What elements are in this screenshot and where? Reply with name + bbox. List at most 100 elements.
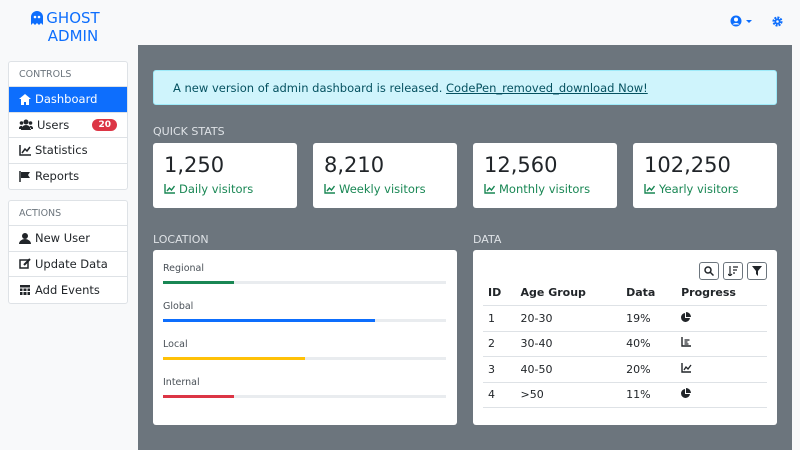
table-cell: 30-40 xyxy=(515,331,622,357)
table-row: 3 40-50 20% xyxy=(483,356,767,383)
menu-item[interactable]: Users 20 xyxy=(9,113,127,138)
table-cell: 11% xyxy=(621,382,677,408)
menu-item[interactable]: Dashboard xyxy=(9,87,127,113)
alert-link[interactable]: CodePen_removed_download Now! xyxy=(446,81,648,95)
section-title: DATA xyxy=(473,233,502,246)
actions-menu: ACTIONS New User Update Data Add Events xyxy=(8,200,128,304)
menu-item[interactable]: Reports xyxy=(9,164,127,190)
search-button[interactable] xyxy=(699,262,719,280)
column-header: ID xyxy=(483,280,516,306)
table-cell: 3 xyxy=(483,356,516,383)
progress-track xyxy=(163,319,446,322)
settings-icon[interactable] xyxy=(772,16,783,27)
table-cell: 20-30 xyxy=(515,305,622,332)
stat-card: 1,250 Daily visitors xyxy=(153,143,297,208)
top-bar: GHOST ADMIN xyxy=(0,0,800,45)
stat-value: 12,560 xyxy=(484,153,558,177)
table-cell: >50 xyxy=(515,382,622,408)
table-row: 2 30-40 40% xyxy=(483,331,767,357)
menu-label: Dashboard xyxy=(35,92,98,107)
alert-text: A new version of admin dashboard is rele… xyxy=(173,81,443,95)
filter-button[interactable] xyxy=(747,262,767,280)
menu-label: Reports xyxy=(35,169,80,184)
icon xyxy=(752,266,762,276)
progress-bar xyxy=(163,281,234,284)
location-card: Regional Global Local Internal xyxy=(153,250,457,425)
icon xyxy=(704,266,714,276)
table-row: 1 20-30 19% xyxy=(483,305,767,332)
menu-item[interactable]: Update Data xyxy=(9,252,127,277)
user-menu[interactable] xyxy=(730,15,754,28)
bar-label: Global xyxy=(163,301,194,312)
ghost-icon xyxy=(31,11,43,25)
stat-label-text: Daily visitors xyxy=(179,182,254,196)
icon xyxy=(164,184,175,194)
icon xyxy=(19,170,30,182)
column-header: Data xyxy=(621,280,677,306)
table-cell: 19% xyxy=(621,305,677,332)
column-header: Progress xyxy=(676,280,767,306)
progress-track xyxy=(163,281,446,284)
icon xyxy=(484,184,495,194)
icon xyxy=(20,285,30,296)
progress-track xyxy=(163,395,446,398)
stat-label: Daily visitors xyxy=(164,182,286,196)
progress-icon xyxy=(681,337,692,347)
stat-label: Yearly visitors xyxy=(644,182,766,196)
table-cell: 4 xyxy=(483,382,516,408)
logo[interactable]: GHOST ADMIN xyxy=(46,9,100,45)
stat-value: 8,210 xyxy=(324,153,385,177)
stat-card: 102,250 Yearly visitors xyxy=(633,143,777,208)
menu-item[interactable]: New User xyxy=(9,226,127,252)
stat-label-text: Yearly visitors xyxy=(659,182,739,196)
progress-icon xyxy=(681,311,692,322)
progress-cell xyxy=(676,331,767,357)
stat-label-text: Monthly visitors xyxy=(499,182,591,196)
column-header: Age Group xyxy=(515,280,622,306)
stat-value: 1,250 xyxy=(164,153,225,177)
icon xyxy=(19,232,31,244)
bar-label: Internal xyxy=(163,377,200,388)
menu-item[interactable]: Add Events xyxy=(9,277,127,303)
progress-bar xyxy=(163,357,305,360)
section-title: LOCATION xyxy=(153,233,209,246)
progress-icon xyxy=(681,388,692,399)
progress-cell xyxy=(676,305,767,332)
table-row: 4 >50 11% xyxy=(483,382,767,408)
icon xyxy=(728,266,738,276)
stat-card: 12,560 Monthly visitors xyxy=(473,143,617,208)
bar-label: Regional xyxy=(163,263,204,274)
alert: A new version of admin dashboard is rele… xyxy=(153,70,777,105)
icon xyxy=(19,258,31,269)
progress-cell xyxy=(676,382,767,408)
badge: 20 xyxy=(92,118,117,131)
section-title: QUICK STATS xyxy=(153,125,225,138)
progress-track xyxy=(163,357,446,360)
progress-bar xyxy=(163,395,234,398)
sort-button[interactable] xyxy=(723,262,743,280)
icon xyxy=(19,119,33,131)
bar-label: Local xyxy=(163,339,188,350)
data-table: ID Age Group Data Progress 1 20-30 19% 2 30-40 40… xyxy=(483,280,767,408)
menu-title: CONTROLS xyxy=(9,62,127,87)
icon xyxy=(324,184,335,194)
menu-label: Add Events xyxy=(35,282,100,297)
stat-label: Weekly visitors xyxy=(324,182,446,196)
progress-bar xyxy=(163,319,376,322)
menu-title: ACTIONS xyxy=(9,201,127,226)
table-cell: 20% xyxy=(621,356,677,383)
icon xyxy=(19,93,31,105)
menu-label: Update Data xyxy=(35,256,108,271)
progress-icon xyxy=(681,362,692,373)
menu-label: Statistics xyxy=(35,143,88,158)
icon xyxy=(644,184,655,194)
menu-item[interactable]: Statistics xyxy=(9,138,127,164)
controls-menu: CONTROLS Dashboard Users 20 Statistics Re… xyxy=(8,61,128,190)
table-cell: 40-50 xyxy=(515,356,622,383)
stat-label-text: Weekly visitors xyxy=(339,182,426,196)
menu-label: New User xyxy=(35,231,90,246)
stat-label: Monthly visitors xyxy=(484,182,606,196)
icon xyxy=(19,144,31,156)
stat-value: 102,250 xyxy=(644,153,731,177)
